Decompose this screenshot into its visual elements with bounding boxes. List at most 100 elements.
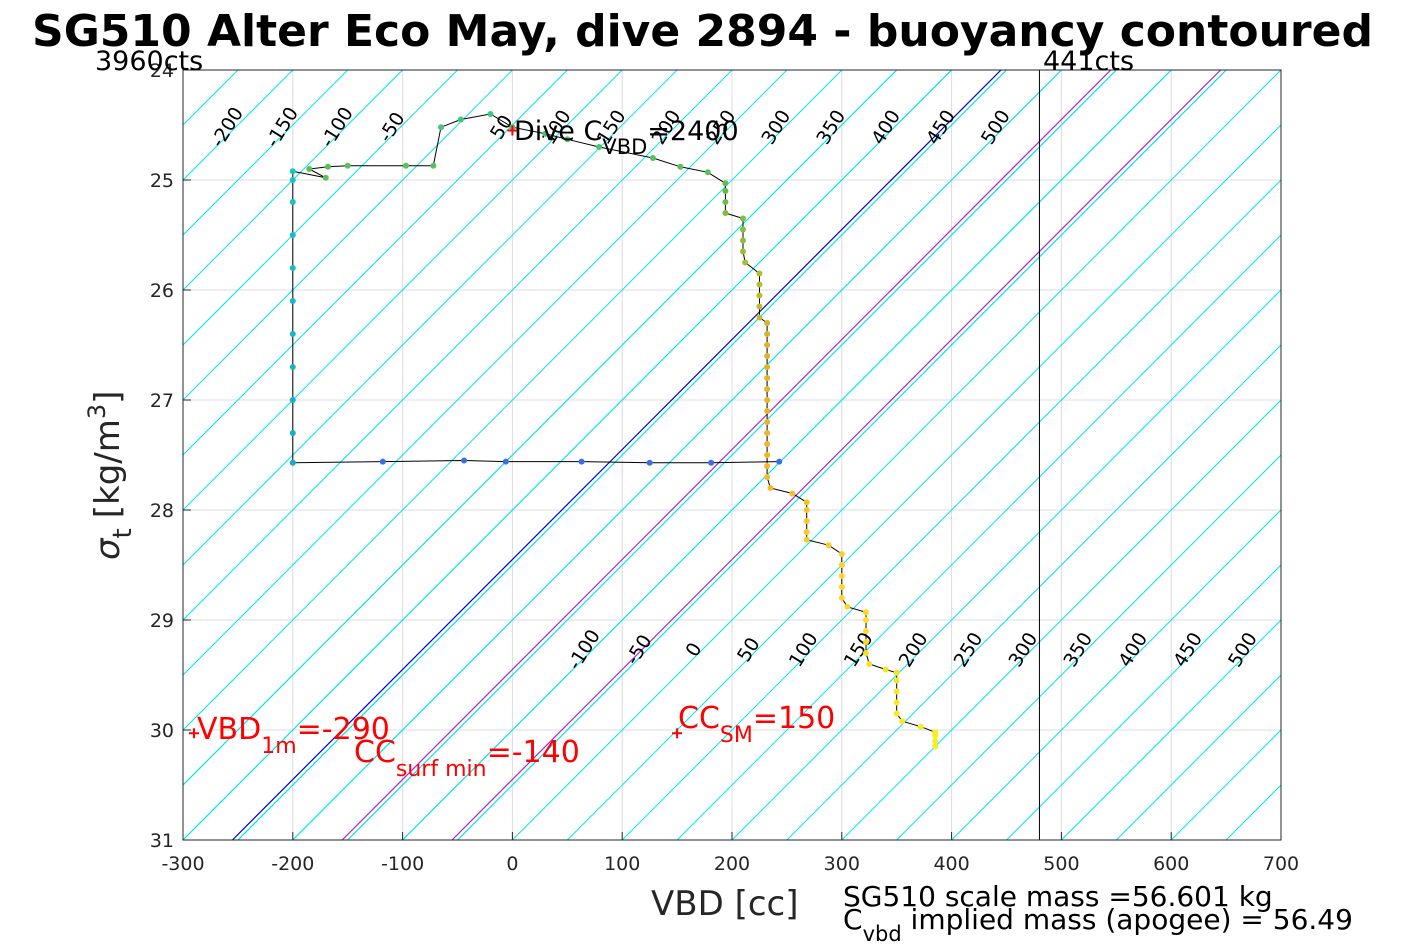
profile-point — [764, 430, 771, 436]
contour-line — [183, 70, 513, 401]
contour-label: -200 — [207, 103, 249, 151]
contour-line — [292, 70, 1062, 840]
profile-point — [677, 163, 684, 170]
profile-point — [893, 669, 900, 676]
profile-point — [838, 551, 845, 557]
contour-label: 400 — [867, 106, 905, 148]
profile-point — [430, 162, 437, 169]
profile-line — [292, 113, 936, 747]
contour-line — [237, 70, 1007, 840]
profile-point — [502, 458, 509, 465]
y-tick-label: 24 — [150, 60, 174, 82]
y-tick-label: 28 — [150, 500, 174, 522]
profile-point — [862, 617, 869, 623]
contour-label: 100 — [785, 629, 823, 671]
profile-point — [838, 584, 845, 590]
chart-title: SG510 Alter Eco May, dive 2894 - buoyanc… — [32, 6, 1373, 57]
profile-point — [803, 518, 810, 524]
top-right-label: 441cts — [1043, 46, 1134, 77]
profile-point — [862, 650, 869, 656]
contour-line — [1225, 784, 1281, 840]
profile-point — [756, 270, 763, 277]
dive-cvbd-annotation: Dive CVBD=2400 — [514, 116, 739, 159]
profile-point — [767, 485, 774, 491]
contour-line — [183, 70, 403, 291]
profile-point — [578, 458, 585, 465]
contour-line — [841, 399, 1281, 840]
contour-line — [676, 234, 1281, 840]
profile-point — [739, 237, 746, 244]
profile-point — [742, 259, 749, 266]
contour-line — [1006, 564, 1281, 840]
contour-label: 250 — [950, 629, 988, 671]
profile-point — [438, 124, 445, 131]
profile-point — [764, 474, 771, 480]
profile-point — [764, 452, 771, 458]
contour-line — [1170, 729, 1281, 840]
contour-label: 450 — [1169, 629, 1207, 671]
y-label-sup: 3 — [83, 404, 111, 419]
contour-line — [183, 70, 898, 786]
contour-label: 450 — [922, 106, 960, 148]
profile-point — [756, 281, 763, 288]
profile-point — [764, 364, 771, 370]
profile-point — [756, 303, 763, 310]
contour-line — [183, 70, 733, 621]
contour-label: 400 — [1114, 629, 1152, 671]
contour-line — [183, 70, 568, 456]
profile-point — [803, 507, 810, 513]
y-tick-label: 25 — [150, 170, 174, 192]
profile-point — [457, 116, 464, 123]
cc-sm-marker — [672, 728, 683, 739]
profile-point — [289, 430, 296, 436]
y-label-sub: t — [108, 528, 138, 538]
y-label-unit: [kg/m — [88, 419, 128, 518]
profile-point — [461, 457, 468, 464]
profile-point — [756, 314, 763, 321]
vbd-1m-marker — [188, 728, 199, 739]
profile-point — [838, 573, 845, 579]
reference-line — [341, 70, 1112, 840]
x-axis-ticks: -300 -200 -100 0 100 200 300 400 500 600 700 — [161, 832, 1299, 875]
profile-point — [722, 188, 729, 194]
vbd-1m-annotation: VBD1m=-290 — [197, 712, 390, 759]
profile-point — [803, 499, 810, 506]
annotation-markers — [188, 125, 683, 739]
profile-point — [838, 595, 845, 601]
profile-point — [764, 331, 771, 337]
profile-point — [289, 397, 296, 403]
contour-line — [896, 454, 1281, 840]
contour-label: 350 — [812, 106, 850, 148]
profile-point — [764, 320, 771, 326]
contour-line — [457, 70, 1227, 840]
contour-labels: -100 -50 0 50 100 150 200 250 300 350 400 450 500-20… — [207, 103, 1262, 674]
profile-point — [893, 710, 900, 717]
contour-line — [183, 70, 952, 840]
x-tick-label: 400 — [933, 853, 969, 875]
profile-point — [917, 723, 924, 730]
x-tick-label: 100 — [604, 853, 640, 875]
profile-point — [862, 628, 869, 634]
y-tick-label: 29 — [150, 610, 174, 632]
profile-point — [862, 639, 869, 645]
profile-point — [289, 331, 296, 337]
x-tick-label: 600 — [1153, 853, 1189, 875]
y-label-sigma: σ — [88, 537, 128, 560]
profile-point — [289, 199, 296, 205]
reference-lines — [231, 70, 1222, 840]
profile-point — [722, 180, 729, 187]
x-tick-label: 500 — [1043, 853, 1079, 875]
profile-point — [596, 144, 603, 150]
contour-label: 500 — [1224, 629, 1262, 671]
profile-point — [704, 169, 711, 176]
contour-label: 300 — [1004, 629, 1042, 671]
reference-line — [231, 70, 1002, 840]
contour-line — [1280, 839, 1281, 840]
x-tick-label: -300 — [161, 853, 204, 875]
profile-point — [932, 743, 939, 750]
y-tick-label: 26 — [150, 280, 174, 302]
contour-line — [183, 70, 458, 346]
profile-point — [803, 536, 810, 543]
contour-label: 300 — [757, 106, 795, 148]
